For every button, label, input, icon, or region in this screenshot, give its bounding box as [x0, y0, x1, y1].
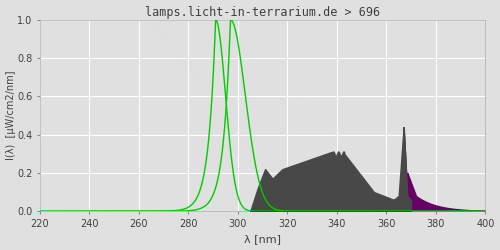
X-axis label: λ [nm]: λ [nm]	[244, 234, 281, 244]
Title: lamps.licht-in-terrarium.de > 696: lamps.licht-in-terrarium.de > 696	[145, 6, 380, 18]
Y-axis label: I(λ)  [μW/cm2/nm]: I(λ) [μW/cm2/nm]	[6, 71, 16, 160]
